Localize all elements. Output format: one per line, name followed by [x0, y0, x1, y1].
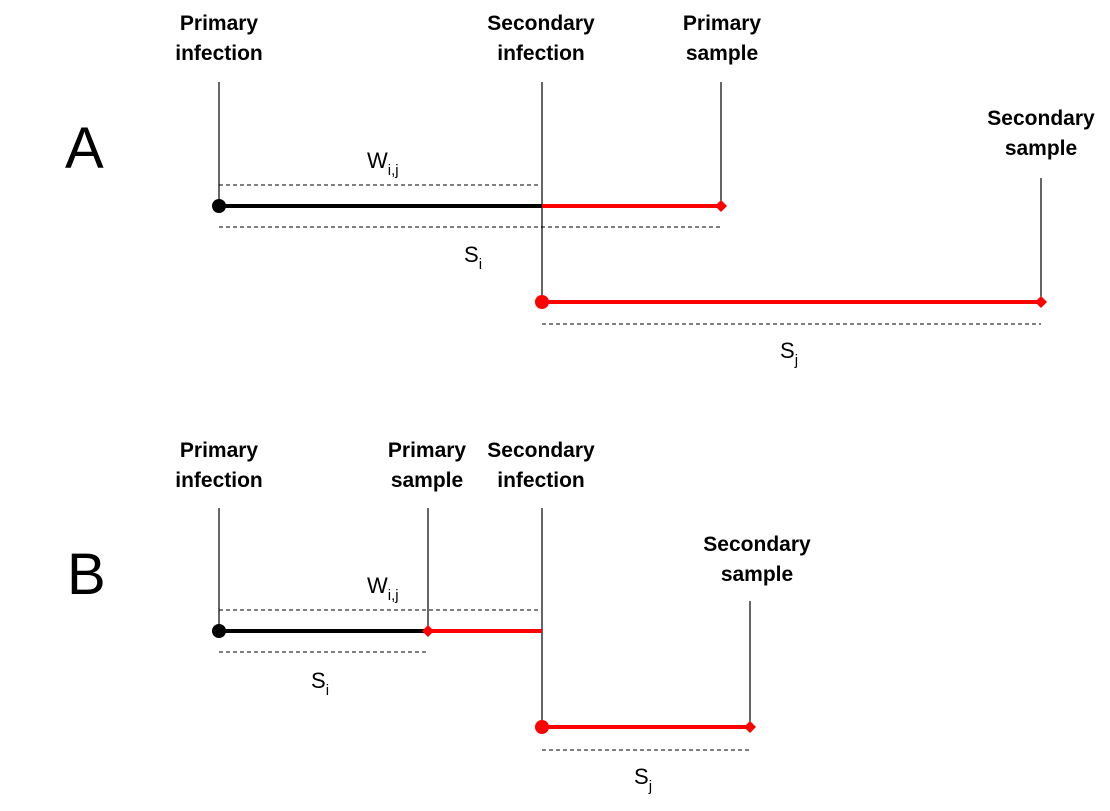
secondary-sample-label-line2: sample: [1005, 137, 1077, 160]
primary-sample-label-line1: Primary: [388, 439, 467, 462]
secondary-sample-label-line2: sample: [721, 563, 793, 586]
secondary-sample-label-line1: Secondary: [703, 533, 811, 556]
secondary-infection-dot: [535, 720, 549, 734]
panel-a: A Primary infection Secondary infection …: [65, 12, 1095, 369]
primary-sample-label-line1: Primary: [683, 12, 762, 35]
panel-b: B Primary infection Primary sample Secon…: [67, 439, 811, 795]
w-ij-label: Wi,j: [367, 573, 399, 604]
secondary-infection-label-line1: Secondary: [487, 439, 595, 462]
panel-b-letter: B: [67, 542, 106, 607]
primary-infection-label-line1: Primary: [180, 439, 259, 462]
primary-infection-dot: [212, 199, 226, 213]
secondary-sample-diamond: [1035, 296, 1047, 308]
s-j-label: Sj: [780, 338, 798, 369]
primary-sample-label-line2: sample: [686, 42, 758, 65]
secondary-infection-label-line2: infection: [497, 469, 585, 492]
primary-infection-label-line2: infection: [175, 42, 263, 65]
secondary-sample-diamond: [744, 721, 756, 733]
s-i-label: Si: [464, 242, 482, 273]
secondary-sample-label-line1: Secondary: [987, 107, 1095, 130]
primary-infection-dot: [212, 624, 226, 638]
primary-sample-label-line2: sample: [391, 469, 463, 492]
primary-sample-diamond: [422, 625, 434, 637]
primary-infection-label-line2: infection: [175, 469, 263, 492]
w-ij-label: Wi,j: [367, 148, 399, 179]
primary-sample-diamond: [715, 200, 727, 212]
primary-infection-label-line1: Primary: [180, 12, 259, 35]
secondary-infection-dot: [535, 295, 549, 309]
secondary-infection-label-line1: Secondary: [487, 12, 595, 35]
panel-a-letter: A: [65, 116, 104, 181]
secondary-infection-label-line2: infection: [497, 42, 585, 65]
s-j-label: Sj: [634, 764, 652, 795]
s-i-label: Si: [311, 668, 329, 699]
